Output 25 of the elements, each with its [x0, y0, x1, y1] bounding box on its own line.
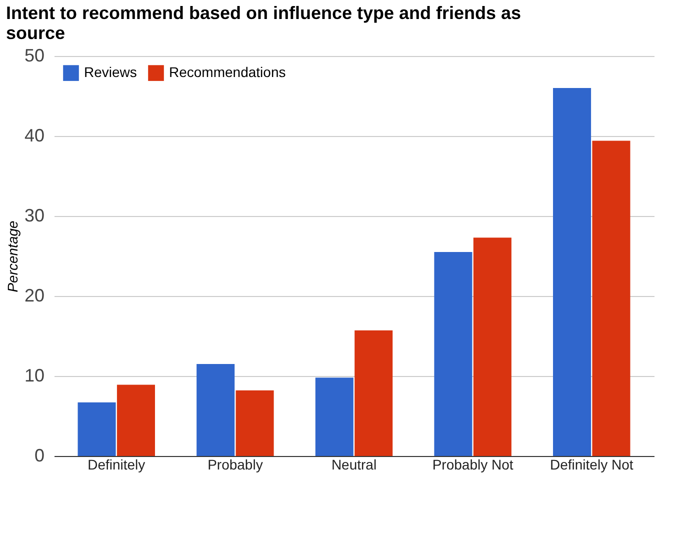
x-tick-label: Probably — [208, 456, 263, 472]
bar — [78, 402, 116, 456]
x-tick-label: Definitely Not — [550, 456, 634, 472]
y-tick-label: 30 — [24, 206, 44, 226]
x-tick-label: Definitely — [88, 456, 146, 472]
x-tick-label: Probably Not — [432, 456, 514, 472]
y-tick-label: 0 — [34, 446, 44, 466]
bar — [354, 330, 393, 456]
y-tick-label: 40 — [24, 126, 44, 146]
bar — [315, 378, 354, 456]
y-axis-title: Percentage — [4, 220, 20, 292]
bar — [434, 252, 472, 456]
x-tick-label: Neutral — [331, 456, 377, 472]
bar — [196, 364, 235, 456]
y-tick-label: 20 — [24, 286, 44, 306]
bar — [592, 140, 630, 456]
bar — [236, 390, 274, 456]
chart-title: Intent to recommend based on influence type and friends as source — [6, 3, 522, 43]
y-tick-label: 10 — [24, 366, 44, 386]
bar — [553, 88, 592, 456]
legend-label: Reviews — [84, 64, 137, 80]
bar — [473, 238, 512, 456]
legend-label: Recommendations — [169, 64, 286, 80]
bar — [116, 384, 155, 456]
y-tick-label: 50 — [24, 46, 44, 66]
